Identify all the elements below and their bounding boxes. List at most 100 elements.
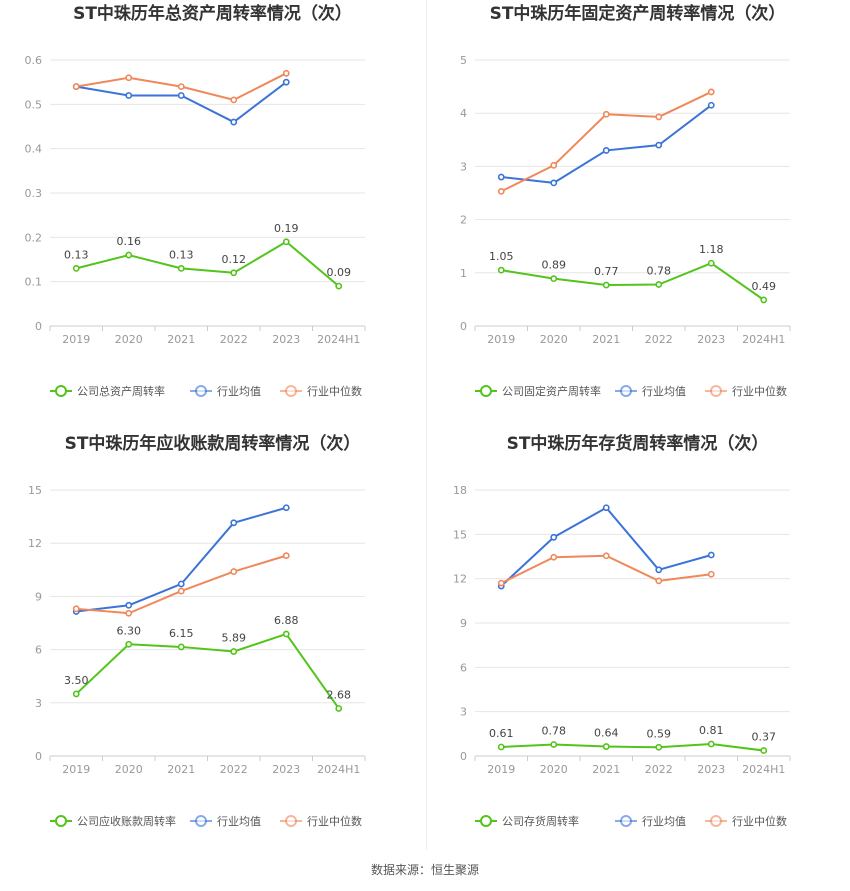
y-tick-label: 4 (460, 107, 467, 120)
chart-inventory-turnover: ST中珠历年存货周转率情况（次） 0 3 6 9 12 15 18 2019 2020 2021 20… (425, 430, 850, 860)
data-point[interactable] (497, 579, 505, 587)
legend-item[interactable]: 行业均值 (190, 815, 261, 828)
y-tick-label: 3 (35, 697, 42, 710)
data-point[interactable] (125, 251, 133, 259)
data-point[interactable] (177, 92, 185, 99)
data-point[interactable] (602, 743, 610, 750)
data-label: 0.19 (274, 222, 299, 235)
chart-title: ST中珠历年应收账款周转率情况（次） (65, 433, 361, 454)
x-tick-label: 2019 (487, 763, 515, 776)
data-point[interactable] (497, 743, 505, 751)
data-point[interactable] (230, 648, 238, 655)
data-point[interactable] (177, 587, 185, 595)
legend-item[interactable]: 公司应收账款周转率 (50, 814, 176, 828)
legend-marker (285, 815, 297, 827)
x-tick-label: 2022 (645, 763, 673, 776)
legend-item[interactable]: 行业均值 (615, 815, 686, 828)
data-point[interactable] (655, 113, 663, 121)
data-point[interactable] (707, 259, 715, 267)
data-point[interactable] (282, 78, 290, 86)
data-point[interactable] (72, 690, 80, 698)
data-point[interactable] (335, 282, 343, 290)
legend-item[interactable]: 公司存货周转率 (475, 814, 579, 828)
data-point[interactable] (655, 577, 663, 585)
legend-marker (710, 815, 722, 827)
data-point[interactable] (282, 504, 290, 512)
data-point[interactable] (177, 643, 185, 651)
data-point[interactable] (230, 96, 238, 104)
data-point[interactable] (497, 266, 505, 274)
data-point[interactable] (655, 281, 663, 288)
legend-label: 行业均值 (217, 815, 261, 828)
legend-item[interactable]: 行业中位数 (705, 384, 787, 398)
data-point[interactable] (550, 553, 558, 561)
data-point[interactable] (655, 566, 663, 574)
x-tick-label: 2022 (220, 333, 248, 346)
y-tick-label: 15 (28, 484, 42, 497)
data-point[interactable] (72, 264, 80, 272)
y-tick-label: 0.4 (25, 143, 43, 156)
data-point[interactable] (125, 74, 133, 82)
data-point[interactable] (760, 296, 768, 304)
data-point[interactable] (282, 552, 290, 560)
y-tick-label: 3 (460, 706, 467, 719)
data-point[interactable] (230, 118, 238, 126)
data-point[interactable] (282, 238, 290, 246)
legend-item[interactable]: 公司固定资产周转率 (475, 384, 601, 398)
data-point[interactable] (125, 609, 133, 617)
legend-marker (620, 385, 632, 397)
y-tick-label: 9 (460, 617, 467, 630)
legend-marker (55, 385, 67, 397)
data-point[interactable] (282, 630, 290, 638)
data-point[interactable] (125, 601, 133, 609)
data-point[interactable] (550, 179, 558, 187)
data-point[interactable] (550, 275, 558, 283)
legend-item[interactable]: 行业均值 (615, 385, 686, 398)
data-point[interactable] (282, 69, 290, 77)
legend-item[interactable]: 行业均值 (190, 385, 261, 398)
data-point[interactable] (230, 519, 238, 527)
data-point[interactable] (72, 83, 80, 90)
data-point[interactable] (72, 605, 80, 613)
data-point[interactable] (602, 110, 610, 118)
series-line (76, 240, 340, 287)
y-tick-label: 5 (460, 54, 467, 67)
legend-item[interactable]: 行业中位数 (705, 814, 787, 828)
data-point[interactable] (497, 188, 505, 195)
data-point[interactable] (602, 504, 610, 512)
data-point[interactable] (760, 747, 768, 754)
data-point[interactable] (602, 281, 610, 289)
data-point[interactable] (497, 173, 505, 181)
data-point[interactable] (177, 83, 185, 90)
panel-divider (426, 0, 427, 850)
data-point[interactable] (602, 147, 610, 154)
legend-item[interactable]: 公司总资产周转率 (50, 384, 165, 398)
legend-item[interactable]: 行业中位数 (280, 814, 362, 828)
data-point[interactable] (707, 740, 715, 748)
data-point[interactable] (125, 92, 133, 99)
legend-item[interactable]: 行业中位数 (280, 384, 362, 398)
data-point[interactable] (230, 269, 238, 277)
data-point[interactable] (707, 88, 715, 96)
data-point[interactable] (707, 570, 715, 578)
data-point[interactable] (707, 551, 715, 559)
data-point[interactable] (550, 533, 558, 541)
data-point[interactable] (230, 568, 238, 575)
y-tick-label: 0.6 (25, 54, 43, 67)
data-point[interactable] (655, 743, 663, 751)
y-tick-label: 1 (460, 267, 467, 280)
data-point[interactable] (125, 640, 133, 648)
data-point[interactable] (335, 705, 343, 712)
data-label: 0.16 (117, 235, 142, 248)
data-point[interactable] (177, 264, 185, 272)
data-point[interactable] (655, 141, 663, 149)
data-point[interactable] (550, 741, 558, 748)
data-point[interactable] (177, 580, 185, 588)
chart-svg: ST中珠历年应收账款周转率情况（次） 0 3 6 9 12 15 2019 2020 2021 20… (28, 433, 366, 828)
chart-title: ST中珠历年存货周转率情况（次） (507, 433, 769, 454)
data-point[interactable] (707, 101, 715, 109)
data-point[interactable] (602, 552, 610, 560)
y-tick-label: 0.2 (25, 231, 43, 244)
data-label: 1.18 (699, 243, 724, 256)
data-point[interactable] (550, 161, 558, 169)
